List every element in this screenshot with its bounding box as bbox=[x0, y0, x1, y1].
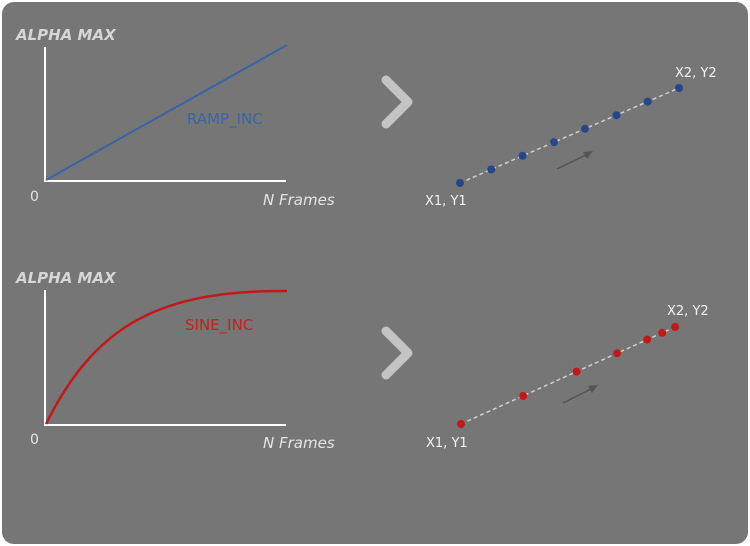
sine-direction-arrow-shaft bbox=[562, 388, 592, 404]
sine-end-label: X2, Y2 bbox=[667, 304, 709, 319]
ramp-curve bbox=[45, 44, 288, 181]
sine-graph: ALPHA MAX 0 N Frames SINE_INC bbox=[15, 269, 335, 452]
sine-point-4 bbox=[613, 349, 622, 358]
ramp-points-diagram: X1, Y1 X2, Y2 bbox=[425, 66, 717, 209]
chevron-right-icon bbox=[381, 326, 413, 380]
ramp-origin-label: 0 bbox=[30, 189, 39, 205]
ramp-start-label: X1, Y1 bbox=[425, 194, 467, 209]
chevron-right-icon bbox=[381, 75, 413, 129]
ramp-point-5 bbox=[581, 124, 589, 133]
ramp-end-label: X2, Y2 bbox=[675, 66, 717, 81]
ramp-direction-arrow-shaft bbox=[556, 154, 587, 170]
ramp-path-line bbox=[459, 87, 680, 184]
sine-origin-label: 0 bbox=[30, 432, 39, 448]
ramp-point-7 bbox=[643, 97, 652, 106]
sine-points-diagram: X1, Y1 X2, Y2 bbox=[426, 304, 709, 451]
sine-curve-label: SINE_INC bbox=[185, 316, 253, 335]
ramp-point-8 bbox=[675, 84, 683, 92]
ramp-direction-arrow-icon bbox=[583, 151, 593, 159]
sine-point-5 bbox=[643, 335, 652, 344]
ramp-point-2 bbox=[487, 165, 496, 174]
sine-point-3 bbox=[572, 367, 581, 376]
sine-point-7 bbox=[671, 323, 679, 331]
ramp-xlabel: N Frames bbox=[263, 191, 335, 209]
ramp-point-6 bbox=[612, 111, 621, 120]
ramp-curve-label: RAMP_INC bbox=[187, 110, 263, 129]
ramp-graph: ALPHA MAX 0 N Frames RAMP_INC bbox=[15, 26, 335, 209]
ramp-point-3 bbox=[518, 151, 527, 160]
sine-ylabel: ALPHA MAX bbox=[15, 269, 117, 287]
sine-path-line bbox=[460, 326, 676, 425]
sine-point-2 bbox=[519, 391, 528, 400]
sine-start-label: X1, Y1 bbox=[426, 436, 468, 451]
sine-point-6 bbox=[658, 328, 667, 337]
sine-direction-arrow-icon bbox=[588, 385, 598, 393]
sine-xlabel: N Frames bbox=[263, 434, 335, 452]
sine-curve bbox=[44, 289, 288, 425]
sine-point-1 bbox=[457, 420, 465, 428]
ramp-point-1 bbox=[456, 179, 464, 187]
ramp-ylabel: ALPHA MAX bbox=[15, 26, 117, 44]
ramp-point-4 bbox=[550, 138, 558, 147]
